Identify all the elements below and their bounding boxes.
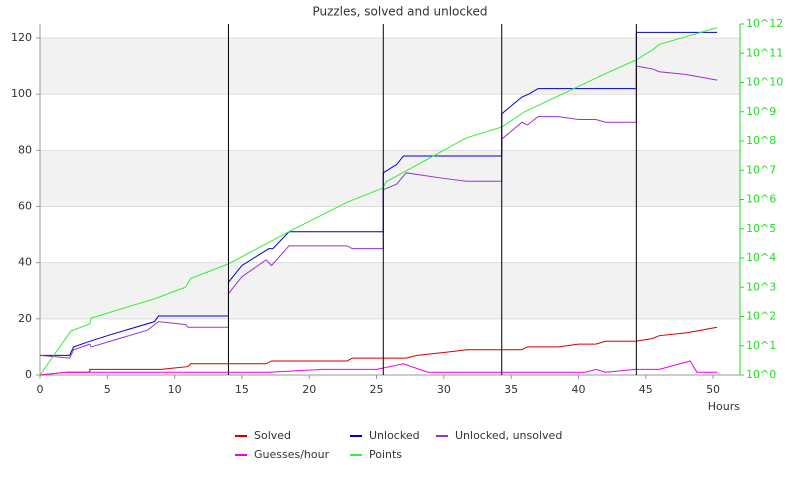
legend-label: Points xyxy=(369,448,402,461)
y-tick-label: 0 xyxy=(25,368,32,381)
y2-tick-label: 10^0 xyxy=(746,368,776,381)
series-line xyxy=(39,360,718,376)
y-tick-label: 40 xyxy=(18,256,32,269)
x-tick-label: 20 xyxy=(302,383,316,396)
x-tick-label: 35 xyxy=(504,383,518,396)
x-tick-label: 45 xyxy=(639,383,653,396)
x-tick-label: 10 xyxy=(168,383,182,396)
y2-tick-label: 10^8 xyxy=(746,134,776,147)
y2-tick-label: 10^7 xyxy=(746,163,776,176)
x-tick-label: 15 xyxy=(235,383,249,396)
series-line xyxy=(39,326,718,376)
legend-label: Solved xyxy=(254,429,291,442)
y2-tick-label: 10^2 xyxy=(746,310,776,323)
y-tick-label: 80 xyxy=(18,143,32,156)
y-tick-label: 100 xyxy=(11,87,32,100)
x-tick-label: 30 xyxy=(437,383,451,396)
y2-tick-label: 10^6 xyxy=(746,193,776,206)
series-line xyxy=(39,65,718,359)
y-tick-label: 60 xyxy=(18,200,32,213)
y2-tick-label: 10^4 xyxy=(746,251,776,264)
y2-tick-label: 10^12 xyxy=(746,17,783,30)
legend-label: Unlocked, unsolved xyxy=(455,429,562,442)
y2-tick-label: 10^9 xyxy=(746,105,776,118)
y2-tick-label: 10^1 xyxy=(746,339,776,352)
grid-band xyxy=(40,262,740,319)
x-tick-label: 25 xyxy=(370,383,384,396)
x-tick-label: 50 xyxy=(706,383,720,396)
y2-tick-label: 10^11 xyxy=(746,46,783,59)
grid-band xyxy=(40,150,740,207)
y2-tick-label: 10^3 xyxy=(746,280,776,293)
x-tick-label: 40 xyxy=(571,383,585,396)
y-tick-label: 120 xyxy=(11,31,32,44)
x-tick-label: 5 xyxy=(104,383,111,396)
legend-label: Guesses/hour xyxy=(254,448,330,461)
y-tick-label: 20 xyxy=(18,312,32,325)
y2-tick-label: 10^5 xyxy=(746,222,776,235)
grid-band xyxy=(40,38,740,95)
x-tick-label: 0 xyxy=(37,383,44,396)
legend-label: Unlocked xyxy=(369,429,420,442)
series-line xyxy=(39,27,718,376)
chart-title: Puzzles, solved and unlocked xyxy=(312,5,487,19)
y2-tick-label: 10^10 xyxy=(746,76,783,89)
x-axis-label: Hours xyxy=(708,400,740,413)
